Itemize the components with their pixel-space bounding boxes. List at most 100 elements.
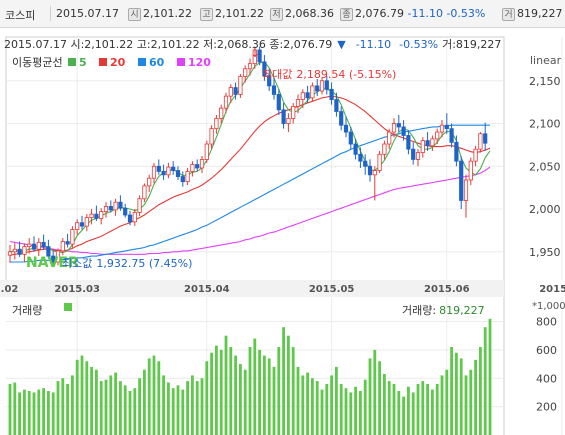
candle-body: [171, 166, 176, 171]
candle-body: [17, 248, 22, 255]
candle-body: [262, 61, 267, 77]
volume-bar: [171, 388, 175, 435]
candle-body: [123, 207, 128, 216]
candle-body: [46, 246, 51, 257]
volume-bar: [123, 385, 127, 435]
candle-body: [291, 106, 296, 119]
change-value: -11.10: [407, 7, 443, 20]
candle-body: [233, 87, 238, 95]
candle-body: [396, 123, 401, 128]
ma60-line: [10, 124, 490, 263]
candle-body: [223, 95, 229, 109]
candle-body: [7, 251, 13, 256]
candle-body: [377, 153, 382, 171]
volume-bar: [167, 382, 170, 435]
volume-panel-label: 거래량: [12, 304, 42, 317]
candles: [7, 46, 488, 268]
volume-bar: [339, 383, 343, 435]
volume-bar: [66, 383, 69, 435]
volume-bar: [71, 375, 74, 435]
candle-body: [267, 75, 272, 87]
candle-body: [132, 212, 137, 223]
y-tick-label: 2,100: [529, 118, 561, 131]
x-tick-label: 2015.07: [539, 284, 565, 295]
candle-body: [209, 128, 214, 145]
volume-bar: [277, 347, 281, 435]
volume-bar: [421, 381, 425, 435]
candle-body: [142, 185, 147, 200]
candle-body: [343, 124, 349, 133]
candle-body: [247, 63, 253, 70]
candle-body: [199, 159, 205, 169]
volume-bar: [363, 379, 367, 435]
volume-bar: [440, 375, 444, 435]
volume-bar: [128, 391, 132, 435]
volume-bar: [368, 358, 372, 435]
candle-body: [444, 124, 449, 130]
candle-body: [439, 124, 445, 133]
legend-swatch: [68, 58, 76, 66]
volume-bar: [191, 375, 194, 435]
candle-body: [103, 206, 109, 212]
volume-unit: *1,000: [532, 301, 565, 312]
low-value: 2,068.36: [285, 7, 334, 20]
info-line: 2015.07.17 시:2,101.22 고:2,101.22 저:2,068…: [4, 38, 501, 51]
volume-bar: [435, 383, 439, 435]
y-tick-label: 2,000: [529, 203, 561, 216]
candle-body: [387, 131, 392, 145]
volume-bar: [133, 388, 137, 435]
high-item: 고 2,101.22: [200, 7, 264, 21]
candle-body: [454, 141, 459, 162]
volume-bar: [431, 389, 434, 435]
candle-body: [60, 241, 65, 252]
volume-tick-label: 600: [536, 344, 557, 357]
legend-item: 5: [79, 56, 87, 69]
candle-body: [108, 206, 113, 211]
price-axis: 2,150 2,100 2,050 2,000 1,950: [529, 75, 561, 259]
candle-body: [372, 170, 377, 176]
volume-bar: [195, 381, 199, 435]
x-axis-band: [0, 280, 504, 297]
volume-bar: [147, 358, 151, 435]
candle-body: [305, 92, 310, 99]
volume-bar: [272, 366, 276, 435]
volume-bar: [282, 327, 285, 435]
volume-bar: [301, 375, 305, 435]
candle-body: [329, 88, 334, 100]
open-item: 시 2,101.22: [128, 7, 192, 21]
volume-bar: [61, 378, 65, 435]
volume-bar: [445, 369, 449, 435]
candle-body: [12, 248, 17, 253]
volume-bar: [426, 383, 429, 435]
volume-bar: [315, 381, 319, 435]
volume-bar: [325, 383, 329, 435]
ma-legend: 이동평균선 5 20 60 120: [12, 56, 211, 69]
volume-bar: [56, 381, 60, 435]
candle-body: [41, 241, 46, 248]
volume-bar: [224, 335, 228, 435]
volume-bar: [18, 392, 21, 435]
candle-body: [175, 170, 181, 177]
candle-body: [228, 87, 233, 97]
volume-bar: [392, 383, 396, 435]
volume-bar: [306, 372, 309, 435]
candle-body: [315, 85, 320, 92]
y-tick-label: 1,950: [529, 246, 561, 259]
volume-bar: [37, 389, 41, 435]
legend-swatch: [177, 58, 185, 66]
volume-bar: [344, 388, 348, 435]
candle-body: [310, 85, 315, 99]
legend-item: 60: [149, 56, 165, 69]
candle-body: [219, 107, 224, 119]
volume-icon: 거: [502, 7, 515, 21]
candle-body: [113, 201, 118, 211]
candle-body: [252, 49, 257, 65]
candle-body: [435, 131, 440, 140]
candle-body: [363, 160, 368, 167]
close-value: 2,076.79: [355, 7, 404, 20]
y-tick-label: 2,050: [529, 160, 561, 173]
candle-body: [353, 143, 358, 155]
scale-label: linear: [530, 54, 562, 67]
volume-bars: [8, 318, 492, 435]
candle-body: [243, 68, 248, 77]
